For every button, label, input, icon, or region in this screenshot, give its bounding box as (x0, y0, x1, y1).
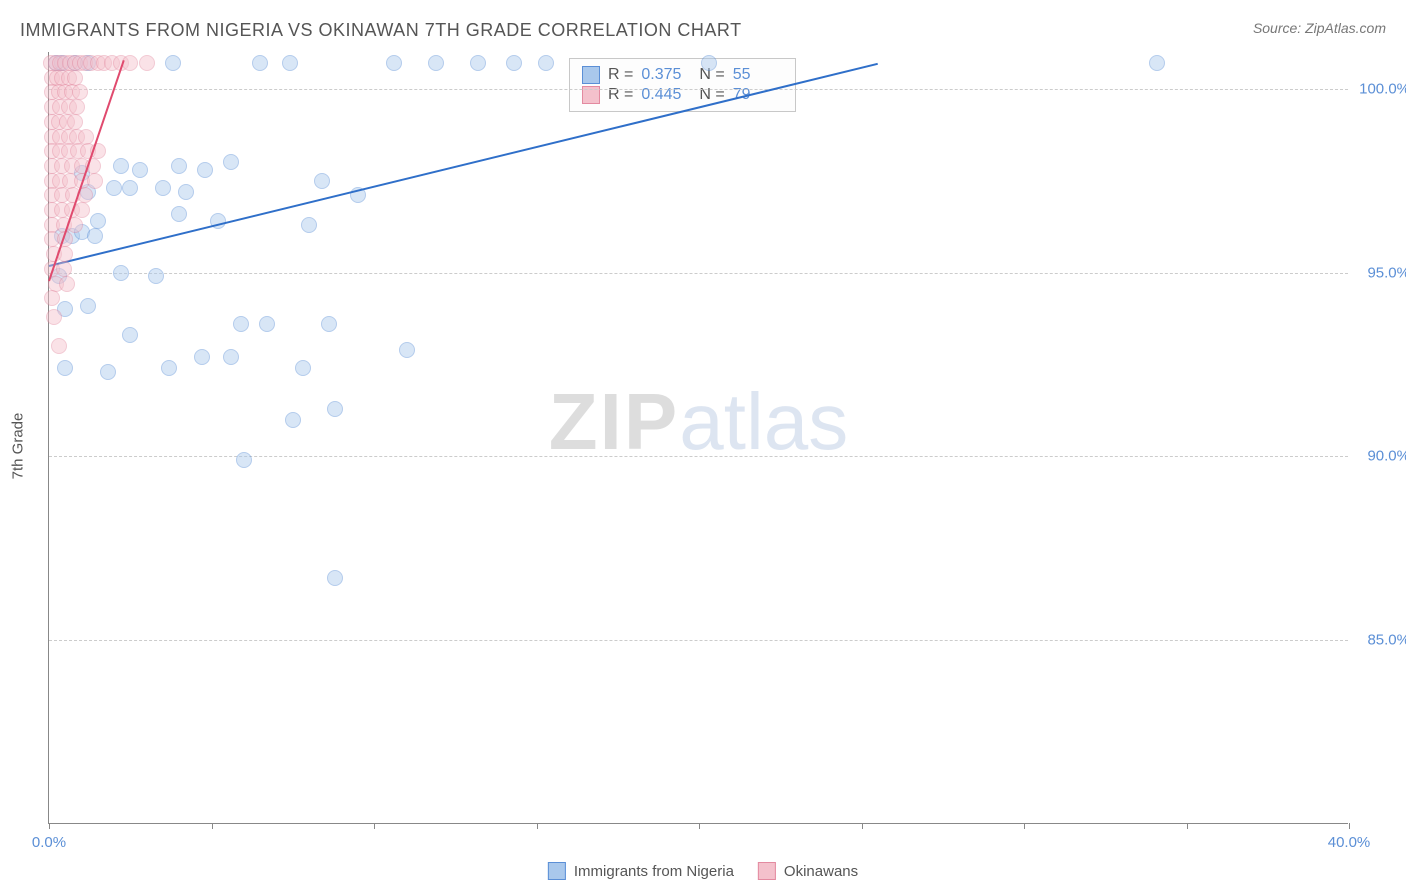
data-point (122, 55, 138, 71)
data-point (67, 114, 83, 130)
data-point (59, 276, 75, 292)
data-point (321, 316, 337, 332)
data-point (197, 162, 213, 178)
data-point (1149, 55, 1165, 71)
legend-swatch (582, 66, 600, 84)
data-point (87, 228, 103, 244)
gridline (49, 273, 1348, 274)
data-point (139, 55, 155, 71)
gridline (49, 89, 1348, 90)
legend-swatch (548, 862, 566, 880)
y-tick-label: 90.0% (1355, 448, 1406, 465)
data-point (106, 180, 122, 196)
x-tick-label: 40.0% (1328, 834, 1371, 851)
data-point (122, 180, 138, 196)
x-tick (374, 823, 375, 829)
data-point (100, 364, 116, 380)
legend-label: Okinawans (784, 863, 858, 880)
data-point (282, 55, 298, 71)
data-point (44, 290, 60, 306)
legend-item: Okinawans (758, 862, 858, 880)
data-point (295, 360, 311, 376)
data-point (171, 158, 187, 174)
data-point (252, 55, 268, 71)
data-point (470, 55, 486, 71)
x-tick (212, 823, 213, 829)
r-label: R = (608, 66, 633, 84)
source-label: Source: ZipAtlas.com (1253, 20, 1386, 36)
data-point (56, 261, 72, 277)
data-point (314, 173, 330, 189)
data-point (155, 180, 171, 196)
data-point (161, 360, 177, 376)
legend-item: Immigrants from Nigeria (548, 862, 734, 880)
y-tick-label: 100.0% (1355, 80, 1406, 97)
data-point (57, 360, 73, 376)
data-point (259, 316, 275, 332)
data-point (46, 309, 62, 325)
data-point (194, 349, 210, 365)
legend-label: Immigrants from Nigeria (574, 863, 734, 880)
y-tick-label: 95.0% (1355, 264, 1406, 281)
data-point (69, 99, 85, 115)
data-point (327, 401, 343, 417)
x-tick (862, 823, 863, 829)
data-point (67, 70, 83, 86)
data-point (301, 217, 317, 233)
y-tick-label: 85.0% (1355, 632, 1406, 649)
data-point (72, 84, 88, 100)
x-tick (49, 823, 50, 829)
data-point (538, 55, 554, 71)
x-tick (1187, 823, 1188, 829)
data-point (428, 55, 444, 71)
data-point (90, 213, 106, 229)
data-point (701, 55, 717, 71)
data-point (148, 268, 164, 284)
data-point (223, 349, 239, 365)
data-point (87, 173, 103, 189)
data-point (236, 452, 252, 468)
data-point (113, 158, 129, 174)
data-point (223, 154, 239, 170)
data-point (327, 570, 343, 586)
scatter-plot: ZIPatlas R =0.375N =55R =0.445N =79 85.0… (48, 52, 1348, 824)
x-tick (1024, 823, 1025, 829)
r-value: 0.375 (641, 66, 691, 84)
chart-title: IMMIGRANTS FROM NIGERIA VS OKINAWAN 7TH … (20, 20, 742, 41)
y-axis-label: 7th Grade (10, 413, 27, 480)
data-point (171, 206, 187, 222)
stats-box: R =0.375N =55R =0.445N =79 (569, 58, 796, 112)
x-tick (537, 823, 538, 829)
data-point (122, 327, 138, 343)
data-point (506, 55, 522, 71)
data-point (78, 129, 94, 145)
data-point (132, 162, 148, 178)
data-point (386, 55, 402, 71)
gridline (49, 640, 1348, 641)
data-point (285, 412, 301, 428)
bottom-legend: Immigrants from Nigeria Okinawans (548, 862, 858, 880)
x-tick-label: 0.0% (32, 834, 66, 851)
data-point (178, 184, 194, 200)
data-point (113, 265, 129, 281)
data-point (399, 342, 415, 358)
data-point (80, 298, 96, 314)
watermark: ZIPatlas (549, 376, 848, 468)
stats-row: R =0.375N =55 (582, 66, 783, 84)
data-point (165, 55, 181, 71)
x-tick (699, 823, 700, 829)
n-value: 55 (733, 66, 783, 84)
data-point (51, 338, 67, 354)
legend-swatch (758, 862, 776, 880)
data-point (233, 316, 249, 332)
x-tick (1349, 823, 1350, 829)
